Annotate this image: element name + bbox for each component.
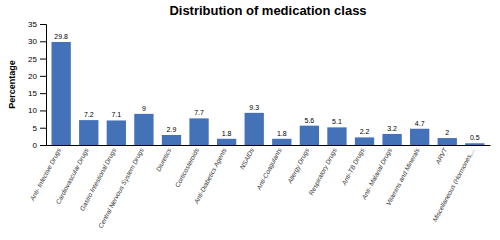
x-tick: Central Nervous System Drugs [97, 146, 146, 230]
data-label: 7.2 [84, 111, 94, 118]
y-tick: 10 [28, 106, 46, 115]
y-tick-label: 20 [28, 72, 37, 81]
data-label: 1.8 [222, 130, 232, 137]
y-tick-mark [40, 76, 46, 77]
bar [162, 135, 181, 145]
x-tick-label: NSAIDs [238, 146, 255, 170]
y-tick-mark [40, 59, 46, 60]
chart-svg: 0 5 10 15 20 25 30 35 Anti- Infective DrugsCardi… [0, 0, 500, 240]
bars [52, 42, 485, 145]
chart-container: 0 5 10 15 20 25 30 35 Anti- Infective DrugsCardi… [0, 0, 500, 240]
data-label: 29.8 [54, 33, 68, 40]
x-tick: Diuretics [154, 146, 172, 172]
x-axis-line [47, 145, 491, 146]
x-tick-label: Vitamins and Minerals [385, 146, 421, 206]
y-tick-mark [40, 145, 46, 146]
bar [107, 120, 126, 145]
bar [300, 126, 319, 145]
x-tick: Anti-Coagulants [254, 146, 284, 192]
y-tick: 15 [28, 89, 46, 98]
y-tick-mark [40, 110, 46, 111]
x-tick-label: Respiratory Drugs [307, 146, 339, 197]
data-label: 5.6 [304, 117, 314, 124]
data-label: 7.7 [194, 109, 204, 116]
x-tick-label: Miscellaneous (Hormones,... [431, 147, 477, 224]
y-tick-label: 15 [28, 89, 37, 98]
data-label: 2 [445, 129, 449, 136]
bar [410, 129, 429, 145]
x-tick-label: Anti-Coagulants [254, 146, 284, 192]
data-labels: 29.8 7.2 7.1 9 2.9 7.7 1.8 9.3 1.8 5.6 5.1 2.2 3.2 4.… [54, 33, 479, 141]
x-tick: Anti-TB Drugs [340, 146, 367, 187]
title: Distribution of medication class [169, 3, 366, 18]
y-axis: 0 5 10 15 20 25 30 35 [28, 20, 46, 150]
data-label: 9 [142, 105, 146, 112]
bar [272, 139, 291, 145]
x-tick-label: Diuretics [154, 146, 172, 172]
bar [438, 138, 457, 145]
x-tick: Anti-Diabetics Agents [192, 146, 229, 206]
x-tick-label: Anti-TB Drugs [340, 146, 367, 187]
y-tick: 35 [28, 20, 46, 29]
y-tick: 25 [28, 55, 46, 64]
x-tick: Corticosteroids [174, 146, 201, 188]
x-tick: Vitamins and Minerals [385, 146, 421, 206]
y-tick-label: 10 [28, 106, 37, 115]
y-tick-label: 5 [33, 124, 38, 133]
y-tick-mark [40, 24, 46, 25]
x-tick: Miscellaneous (Hormones,... [431, 147, 477, 224]
bar [79, 120, 98, 145]
x-tick-label: Corticosteroids [174, 146, 201, 188]
plot-area: 0 5 10 15 20 25 30 35 Anti- Infective DrugsCardi… [28, 20, 490, 230]
x-tick: ARVT [434, 146, 449, 166]
data-label: 9.3 [249, 104, 259, 111]
bar [327, 127, 346, 145]
y-tick-label: 25 [28, 55, 37, 64]
y-tick: 20 [28, 72, 46, 81]
y-axis-title: Percentage [7, 60, 17, 109]
y-axis-line [40, 25, 47, 146]
x-tick: NSAIDs [238, 146, 255, 170]
bar [245, 113, 264, 145]
data-label: 4.7 [415, 120, 425, 127]
data-label: 7.1 [111, 111, 121, 118]
x-tick-label: Anti-Diabetics Agents [192, 146, 229, 206]
x-tick-label: ARVT [434, 146, 449, 166]
x-tick: Respiratory Drugs [307, 146, 339, 197]
data-label: 5.1 [332, 118, 342, 125]
bar [52, 42, 71, 145]
x-tick-label: Allergy Drugs [285, 146, 311, 186]
y-tick-mark [40, 128, 46, 129]
y-tick-label: 30 [28, 37, 37, 46]
y-tick-mark [40, 41, 46, 42]
y-tick-mark [40, 93, 46, 94]
data-label: 2.2 [360, 128, 370, 135]
bar [217, 139, 236, 145]
data-label: 3.2 [387, 125, 397, 132]
y-tick: 30 [28, 37, 46, 46]
data-label: 0.5 [470, 134, 480, 141]
bar [189, 118, 208, 145]
bar [382, 134, 401, 145]
y-tick: 5 [33, 124, 46, 133]
data-label: 2.9 [167, 126, 177, 133]
bar [134, 114, 153, 145]
y-tick-label: 35 [28, 20, 37, 29]
y-tick-label: 0 [33, 141, 38, 150]
bar [465, 143, 484, 145]
x-tick: Allergy Drugs [285, 146, 311, 186]
x-axis: Anti- Infective DrugsCardiovascular Drug… [28, 146, 490, 230]
y-tick: 0 [33, 141, 46, 150]
data-label: 1.8 [277, 130, 287, 137]
bar [355, 137, 374, 145]
x-tick-label: Central Nervous System Drugs [97, 146, 146, 230]
